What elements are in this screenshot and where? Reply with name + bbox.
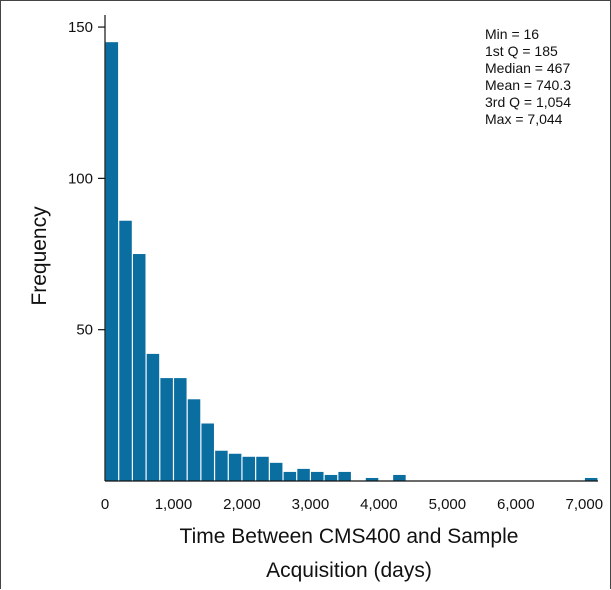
histogram-bar — [174, 378, 187, 481]
x-axis-ticks: 0 1,000 2,000 3,000 4,000 5,000 6,000 7,000 — [101, 496, 603, 513]
histogram-bar — [242, 456, 256, 481]
x-tick-label: 5,000 — [429, 496, 467, 513]
stat-min: Min = 16 — [485, 26, 539, 42]
stat-third-quartile: 3rd Q = 1,054 — [485, 94, 571, 110]
histogram-bar — [228, 453, 242, 481]
y-tick-label: 150 — [68, 19, 93, 36]
summary-stats: Min = 16 1st Q = 185 Median = 467 Mean =… — [485, 26, 571, 127]
histogram-bar — [187, 399, 201, 481]
histogram-bars — [105, 42, 598, 482]
histogram-bar — [105, 42, 119, 482]
x-tick-label: 4,000 — [360, 496, 398, 513]
x-axis-title-line2: Acquisition (days) — [266, 559, 432, 582]
stat-first-quartile: 1st Q = 185 — [485, 43, 558, 59]
y-axis-title: Frequency — [28, 206, 51, 306]
y-tick-label: 50 — [76, 322, 93, 339]
histogram-bar — [132, 254, 146, 481]
x-tick-label: 0 — [101, 496, 109, 513]
x-tick-label: 3,000 — [292, 496, 330, 513]
histogram-bar — [311, 471, 324, 481]
histogram-bar — [324, 474, 338, 481]
histogram-bar — [269, 462, 283, 481]
stat-mean: Mean = 740.3 — [485, 77, 571, 93]
histogram-bar — [201, 423, 214, 481]
y-axis-ticks: 50 100 150 — [68, 19, 105, 339]
y-tick-label: 100 — [68, 170, 93, 187]
histogram-bar — [365, 477, 379, 481]
histogram-bar — [160, 378, 173, 481]
histogram-bar — [119, 220, 132, 481]
x-axis-title-line1: Time Between CMS400 and Sample — [180, 525, 519, 548]
histogram-bar — [256, 456, 269, 481]
histogram-bar — [338, 471, 351, 481]
x-tick-label: 7,000 — [566, 496, 604, 513]
histogram-bar — [215, 450, 228, 481]
histogram-bar — [393, 474, 406, 481]
x-tick-label: 6,000 — [497, 496, 535, 513]
histogram-bar — [584, 477, 598, 481]
stat-max: Max = 7,044 — [485, 111, 563, 127]
histogram-bar — [283, 471, 297, 481]
histogram-bar — [297, 468, 310, 481]
histogram-bar — [146, 353, 160, 481]
stat-median: Median = 467 — [485, 60, 570, 76]
x-tick-label: 2,000 — [223, 496, 261, 513]
x-tick-label: 1,000 — [155, 496, 193, 513]
